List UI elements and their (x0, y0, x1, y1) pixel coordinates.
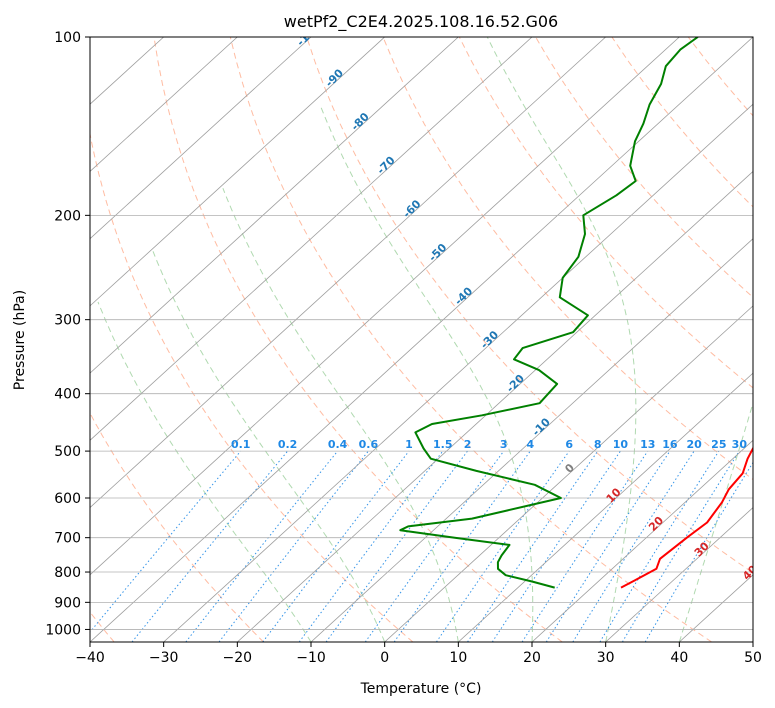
mixing-ratio-line (467, 450, 599, 642)
dewpoint-profile (399, 37, 699, 589)
isotherm (90, 37, 238, 172)
isotherm (90, 37, 680, 576)
mixing-ratio-label: 13 (640, 438, 655, 451)
x-tick-label: −40 (75, 650, 105, 666)
x-tick-label: 30 (597, 650, 615, 666)
mixing-ratio-label: 20 (686, 438, 702, 451)
isotherm (605, 507, 753, 642)
mixing-ratio-label: 30 (732, 438, 748, 451)
x-tick-label: −30 (149, 650, 179, 666)
dry-adiabat (765, 37, 775, 642)
dry-adiabat (153, 37, 563, 642)
mixing-ratio-label: 4 (527, 438, 535, 451)
isotherm (458, 372, 753, 642)
x-tick-label: 50 (744, 650, 762, 666)
dry-adiabat (90, 412, 264, 642)
isotherm (90, 37, 753, 642)
dry-adiabat (382, 37, 753, 481)
mixing-ratio-line (572, 450, 695, 642)
x-tick-label: 0 (380, 650, 389, 666)
mixing-ratio-label: 6 (565, 438, 573, 451)
moist-adiabat (222, 188, 459, 642)
isotherm (90, 37, 312, 240)
mixing-ratio-label: 16 (662, 438, 678, 451)
mixing-ratio-label: 1.5 (433, 438, 453, 451)
x-tick-label: −10 (296, 650, 326, 666)
moist-adiabat (678, 401, 753, 642)
mixing-ratio-line (491, 450, 621, 642)
mixing-ratio-label: 0.6 (359, 438, 379, 451)
y-tick-label: 1000 (45, 622, 81, 638)
moist-adiabat (319, 104, 534, 642)
isotherm (310, 238, 753, 642)
x-axis: −40 −30 −20 −10 0 10 20 30 40 50 (75, 642, 762, 666)
mixing-ratio-label: 36 (752, 438, 768, 451)
mixing-ratio-line (435, 450, 570, 642)
mixing-ratio-line (621, 450, 740, 642)
mixing-ratio-label: 0.4 (328, 438, 348, 451)
isotherm (163, 103, 753, 642)
x-tick-label: −20 (223, 650, 253, 666)
mixing-ratio-label: 2 (464, 438, 472, 451)
mixing-ratio-line (131, 450, 288, 642)
x-axis-label: Temperature (°C) (360, 681, 482, 697)
isotherm-label: -100 (294, 20, 323, 49)
dry-adiabat (306, 37, 753, 574)
mixing-ratio-line (185, 450, 338, 642)
moist-adiabat (152, 251, 386, 642)
temperature-profile (620, 446, 753, 589)
x-tick-label: 10 (449, 650, 467, 666)
profile-lines (399, 37, 753, 589)
y-tick-label: 600 (54, 491, 81, 507)
x-tick-label: 20 (523, 650, 541, 666)
y-tick-label: 200 (54, 208, 81, 224)
y-tick-label: 500 (54, 444, 81, 460)
mixing-ratio-label: 1 (405, 438, 413, 451)
dry-adiabat (229, 37, 712, 642)
mixing-ratio-label: 10 (613, 438, 629, 451)
mixing-ratio-line (90, 450, 242, 633)
y-tick-label: 900 (54, 595, 81, 611)
mixing-ratio-label: 3 (500, 438, 508, 451)
mixing-ratio-label: 0.1 (231, 438, 251, 451)
y-axis: 100 200 300 400 500 600 700 800 900 1000 (45, 30, 90, 638)
chart-title: wetPf2_C2E4.2025.108.16.52.G06 (284, 12, 558, 32)
mixing-ratio-label: 25 (711, 438, 726, 451)
x-tick-label: 40 (670, 650, 688, 666)
isotherm (384, 305, 753, 642)
isotherm (531, 439, 753, 642)
mixing-ratio-line (325, 450, 468, 642)
mixing-ratio-line (262, 450, 410, 642)
mixing-ratio-line (298, 450, 444, 642)
mixing-ratio-line (545, 450, 671, 642)
grid-lines (90, 37, 753, 642)
isotherm (90, 37, 533, 441)
dry-adiabat (535, 37, 753, 298)
isotherm (752, 641, 753, 642)
y-tick-label: 400 (54, 387, 81, 403)
moist-adiabat (97, 301, 312, 642)
moist-adiabat (486, 37, 637, 642)
mixing-ratio-line (521, 450, 649, 642)
mixing-ratio-label: 8 (594, 438, 602, 451)
y-tick-label: 800 (54, 565, 81, 581)
dry-adiabat (90, 131, 414, 642)
y-tick-label: 700 (54, 531, 81, 547)
mixing-ratio-label: 0.2 (278, 438, 298, 451)
mixing-ratio-line (364, 450, 505, 642)
y-axis-label: Pressure (hPa) (12, 290, 28, 390)
isotherm (90, 37, 459, 374)
isotherm (237, 170, 753, 642)
y-tick-label: 100 (54, 30, 81, 46)
plot-frame (89, 36, 754, 643)
y-tick-label: 300 (54, 313, 81, 329)
isotherm (90, 37, 606, 509)
isotherm (90, 37, 385, 307)
